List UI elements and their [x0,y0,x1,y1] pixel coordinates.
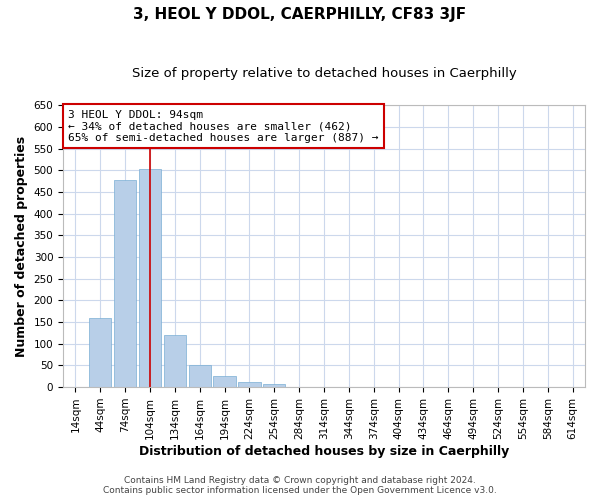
Bar [89,318,112,387]
Bar [214,376,236,387]
X-axis label: Distribution of detached houses by size in Caerphilly: Distribution of detached houses by size … [139,444,509,458]
Title: Size of property relative to detached houses in Caerphilly: Size of property relative to detached ho… [131,68,517,80]
Bar [188,366,211,387]
Bar [139,169,161,387]
Text: Contains HM Land Registry data © Crown copyright and database right 2024.
Contai: Contains HM Land Registry data © Crown c… [103,476,497,495]
Bar [238,382,260,387]
Text: 3 HEOL Y DDOL: 94sqm
← 34% of detached houses are smaller (462)
65% of semi-deta: 3 HEOL Y DDOL: 94sqm ← 34% of detached h… [68,110,379,142]
Bar [114,180,136,387]
Bar [164,335,186,387]
Text: 3, HEOL Y DDOL, CAERPHILLY, CF83 3JF: 3, HEOL Y DDOL, CAERPHILLY, CF83 3JF [133,8,467,22]
Y-axis label: Number of detached properties: Number of detached properties [15,136,28,357]
Bar [263,384,286,387]
